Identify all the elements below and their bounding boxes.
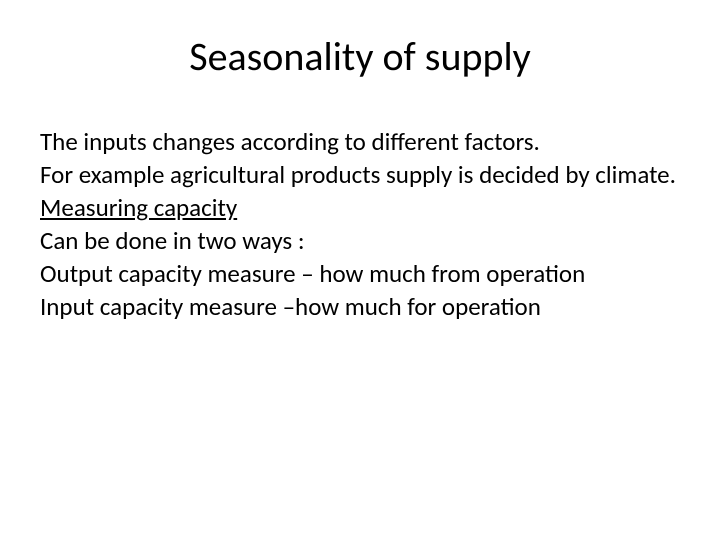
- body-line-6: Input capacity measure –how much for ope…: [40, 290, 680, 323]
- body-line-2: For example agricultural products supply…: [40, 158, 680, 191]
- body-line-4: Can be done in two ways :: [40, 224, 680, 257]
- body-line-1: The inputs changes according to differen…: [40, 125, 680, 158]
- slide-title: Seasonality of supply: [40, 32, 680, 81]
- body-line-5: Output capacity measure – how much from …: [40, 257, 680, 290]
- slide-body: The inputs changes according to differen…: [40, 125, 680, 323]
- body-line-3: Measuring capacity: [40, 191, 680, 224]
- underlined-text: Measuring capacity: [40, 192, 237, 223]
